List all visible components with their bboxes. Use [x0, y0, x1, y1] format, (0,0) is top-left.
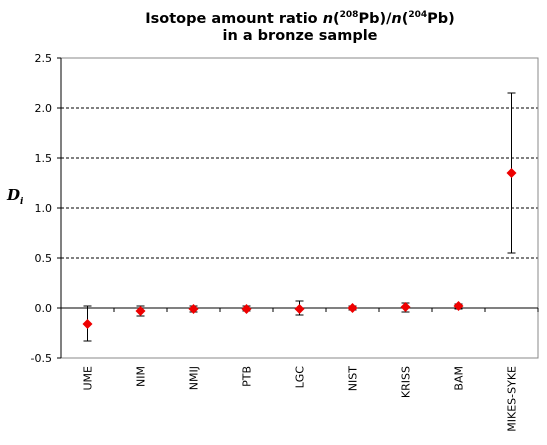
data-point-kriss	[400, 302, 411, 312]
data-point-bam	[453, 301, 464, 311]
x-tick-label-lgc: LGC	[294, 366, 307, 389]
x-tick-label-bam: BAM	[453, 366, 466, 391]
data-point-nim	[135, 306, 146, 316]
y-tick-label-2: 0.5	[35, 252, 53, 265]
data-point-ume	[82, 319, 93, 329]
y-tick-label-3: 1.0	[35, 202, 53, 215]
y-tick-label-0: -0.5	[31, 352, 52, 365]
x-tick-label-ume: UME	[82, 366, 95, 391]
y-tick-label-6: 2.5	[35, 52, 53, 65]
x-tick-label-mikes-syke: MIKES-SYKE	[506, 366, 519, 432]
data-point-ptb	[241, 304, 252, 314]
y-tick-label-4: 1.5	[35, 152, 53, 165]
data-point-mikes-syke	[506, 168, 517, 178]
y-tick-label-1: 0.0	[35, 302, 53, 315]
x-tick-label-kriss: KRISS	[400, 366, 413, 398]
chart-title-line1: Isotope amount ratio n(208Pb)/n(204Pb)	[145, 10, 455, 27]
chart-title-line2: in a bronze sample	[222, 28, 378, 44]
y-tick-label-5: 2.0	[35, 102, 53, 115]
x-tick-label-ptb: PTB	[241, 366, 254, 387]
data-point-nmij	[188, 304, 199, 314]
x-tick-label-nmij: NMIJ	[188, 366, 201, 390]
x-tick-label-nist: NIST	[347, 366, 360, 391]
data-point-lgc	[294, 304, 305, 314]
data-point-nist	[347, 303, 358, 313]
x-tick-label-nim: NIM	[135, 366, 148, 387]
y-axis-label: Di	[7, 186, 24, 207]
